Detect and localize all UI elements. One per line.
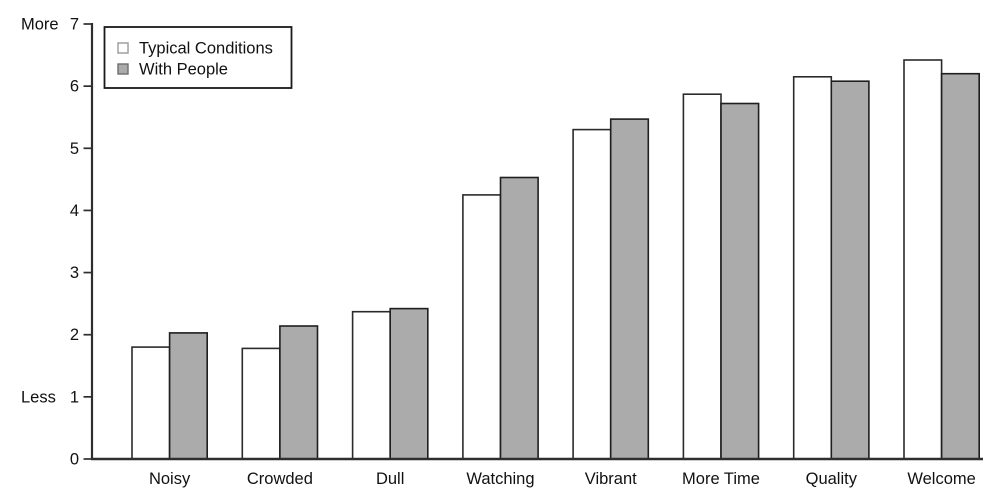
y-tick-label-5: 5 <box>70 140 79 158</box>
y-tick-label-2: 2 <box>70 326 79 344</box>
bar-typical-conditions-crowded <box>241 347 281 460</box>
x-category-label-more-time: More Time <box>682 470 760 488</box>
y-tick-label-7: 7 <box>70 16 79 34</box>
y-tick-label-1: 1 <box>70 388 79 406</box>
bar-typical-conditions-dull <box>351 310 392 460</box>
y-tick-label-0: 0 <box>70 451 79 469</box>
y-annotation-more: More <box>21 16 59 34</box>
x-category-label-watching: Watching <box>466 470 534 488</box>
bar-with-people-quality <box>830 80 870 460</box>
bar-typical-conditions-vibrant <box>572 128 612 460</box>
x-category-label-welcome: Welcome <box>907 470 975 488</box>
bar-typical-conditions-watching <box>462 194 502 460</box>
bar-typical-conditions-quality <box>792 76 833 460</box>
legend-swatch-with-people <box>117 63 129 75</box>
y-annotation-less: Less <box>21 388 56 406</box>
bar-typical-conditions-more-time <box>682 93 722 460</box>
legend-box <box>103 26 293 89</box>
legend-swatch-typical-conditions <box>117 42 129 54</box>
bar-with-people-vibrant <box>609 118 650 460</box>
y-tick-label-6: 6 <box>70 78 79 96</box>
bar-with-people-more-time <box>720 102 760 460</box>
legend-label-typical-conditions: Typical Conditions <box>139 40 273 58</box>
legend-label-with-people: With People <box>139 61 228 79</box>
y-tick-label-3: 3 <box>70 264 79 282</box>
y-tick-label-4: 4 <box>70 202 79 220</box>
x-category-label-crowded: Crowded <box>247 470 313 488</box>
bar-with-people-noisy <box>168 332 209 460</box>
bar-with-people-crowded <box>279 325 319 460</box>
bar-with-people-dull <box>389 307 429 460</box>
bar-with-people-watching <box>499 176 539 460</box>
bar-typical-conditions-welcome <box>903 59 943 460</box>
bar-with-people-welcome <box>940 72 980 460</box>
x-category-label-dull: Dull <box>376 470 404 488</box>
x-category-label-vibrant: Vibrant <box>585 470 637 488</box>
bar-typical-conditions-noisy <box>131 346 171 460</box>
x-category-label-noisy: Noisy <box>149 470 191 488</box>
x-category-label-quality: Quality <box>806 470 858 488</box>
